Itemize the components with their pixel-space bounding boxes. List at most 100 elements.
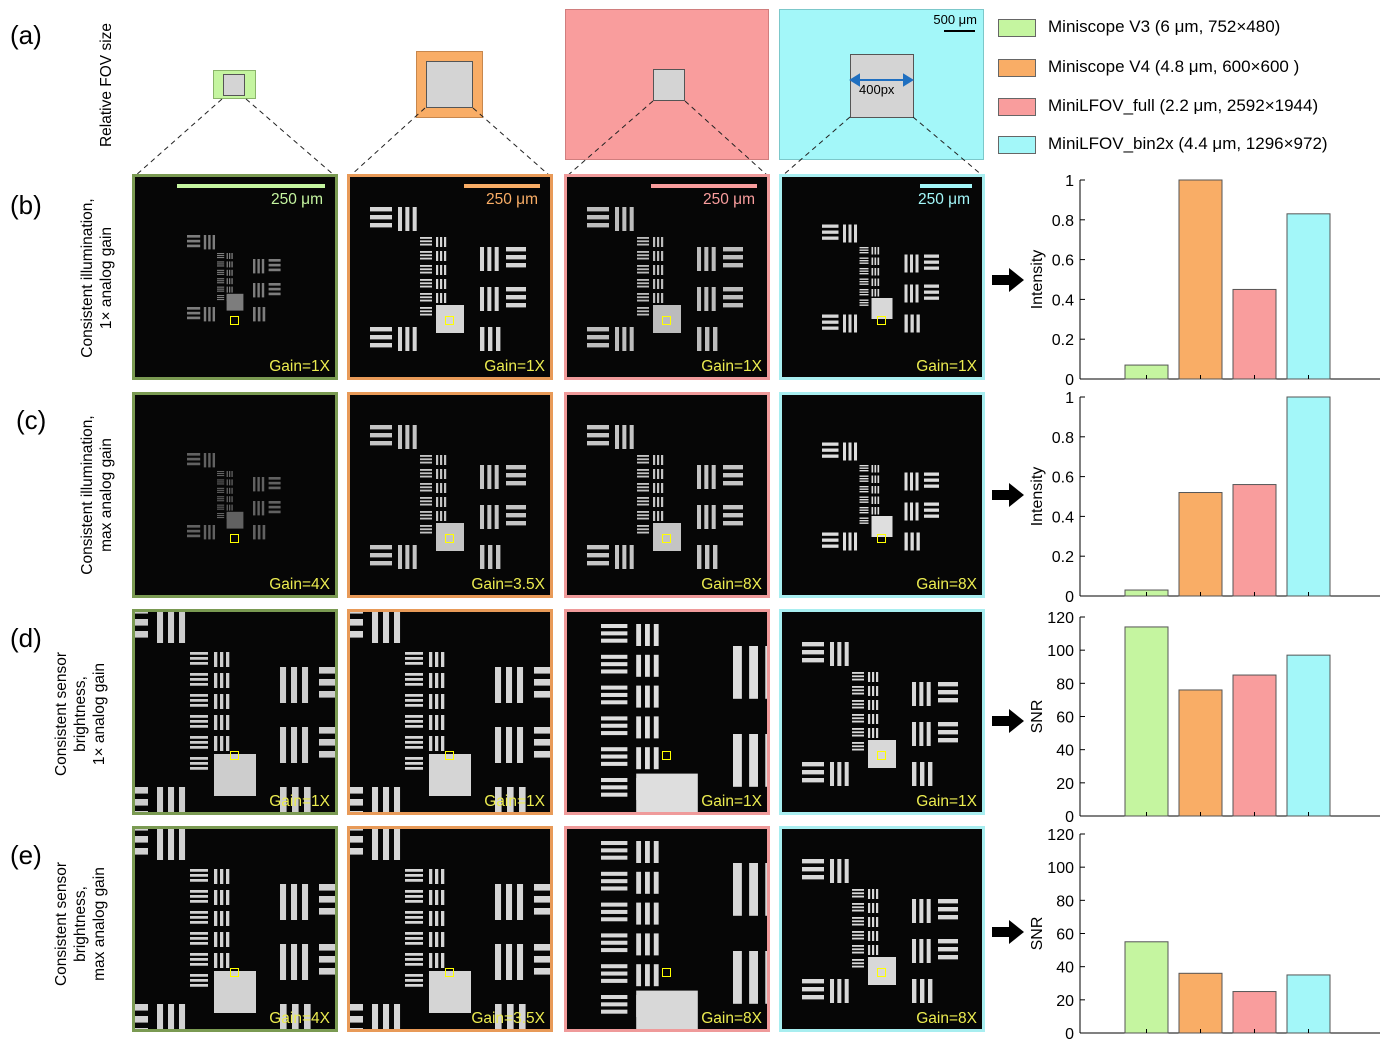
roi-marker — [877, 534, 886, 543]
legend-label-v4: Miniscope V4 (4.8 μm, 600×600 ) — [1048, 57, 1300, 76]
gain-label: Gain=1X — [269, 358, 330, 375]
image-panel-e-v3: Gain=4X — [132, 826, 338, 1032]
arrow-icon-b — [992, 268, 1024, 292]
image-panel-e-bin2x: Gain=8X — [779, 826, 985, 1032]
usaf-target-image — [802, 859, 958, 1003]
gain-label: Gain=8X — [701, 1010, 762, 1027]
row-desc-e-line-3: max analog gain — [91, 867, 108, 981]
image-panel-d-v3: Gain=1X — [132, 609, 338, 815]
y-tick-label: 120 — [1047, 827, 1074, 844]
gain-label: Gain=1X — [916, 358, 977, 375]
usaf-target-image — [587, 425, 743, 569]
row-desc-d-line-1: Consistent sensor — [53, 651, 70, 777]
gain-label: Gain=8X — [916, 576, 977, 593]
row-desc-b-line-2: 1× analog gain — [98, 226, 115, 330]
scale-bar-label: 250 μm — [270, 191, 323, 208]
roi-marker — [445, 316, 454, 325]
fov-minilfov-full — [565, 9, 769, 160]
y-tick-label: 40 — [1056, 743, 1074, 760]
y-axis-label: SNR — [1029, 700, 1046, 734]
usaf-target-image — [601, 624, 767, 812]
bar-v3 — [1124, 941, 1169, 1034]
usaf-target-image — [350, 829, 550, 1029]
y-tick-label: 120 — [1047, 610, 1074, 627]
image-panel-d-bin2x: Gain=1X — [779, 609, 985, 815]
proj-line-full-right — [684, 100, 769, 177]
gain-label: Gain=8X — [916, 1010, 977, 1027]
y-tick-label: 40 — [1056, 960, 1074, 977]
proj-line-bin2x-left — [781, 116, 851, 177]
image-panel-c-full: Gain=8X — [564, 392, 770, 598]
row-desc-e-line-2: brightness, — [72, 886, 89, 962]
roi-marker — [230, 751, 239, 760]
y-tick-label: 0.4 — [1052, 292, 1074, 309]
row-desc-b: Consistent illumination, 1× analog gain — [78, 178, 120, 378]
row-label-a: (a) — [10, 20, 42, 50]
y-axis-label: SNR — [1029, 917, 1046, 951]
gain-label: Gain=1X — [484, 358, 545, 375]
usaf-target-image — [187, 453, 281, 540]
y-tick-label: 80 — [1056, 676, 1074, 693]
scale-bar-label: 250 μm — [917, 191, 970, 208]
image-panel-c-v3: Gain=4X — [132, 392, 338, 598]
row-desc-e: Consistent sensor brightness, max analog… — [52, 839, 114, 1009]
fov-miniscope-v4 — [416, 51, 483, 118]
bar-bin2x — [1286, 213, 1331, 380]
gain-label: Gain=3.5X — [471, 1010, 545, 1027]
fov-v4-inner — [426, 61, 473, 108]
y-axis-label: Intensity — [1029, 250, 1046, 310]
usaf-target-image — [187, 235, 281, 322]
legend-label-bin2x: MiniLFOV_bin2x (4.4 μm, 1296×972) — [1048, 134, 1328, 153]
gain-label: Gain=8X — [701, 576, 762, 593]
usaf-target-image — [370, 207, 526, 351]
gain-label: Gain=1X — [269, 793, 330, 810]
row-label-c: (c) — [16, 405, 47, 435]
gain-label: Gain=1X — [701, 358, 762, 375]
bar-bin2x — [1286, 654, 1331, 817]
y-tick-label: 0 — [1065, 372, 1074, 388]
roi-marker — [445, 751, 454, 760]
roi-marker — [662, 534, 671, 543]
bar-bin2x — [1286, 396, 1331, 597]
usaf-target-image — [135, 612, 335, 812]
legend-swatch-full — [998, 98, 1036, 116]
legend-swatch-v3 — [998, 19, 1036, 37]
row-desc-c: Consistent illumination, max analog gain — [78, 389, 120, 601]
chart-snr-d: 0 20 40 60 80 100 120 SNR — [1029, 610, 1380, 825]
row-desc-e-line-1: Consistent sensor — [53, 861, 70, 987]
chart-intensity-b: 0 0.2 0.4 0.6 0.8 1 Intensity — [1029, 173, 1380, 388]
scale-bar-label: 250 μm — [702, 191, 755, 208]
row-desc-d-line-3: 1× analog gain — [91, 662, 108, 766]
y-tick-label: 0.6 — [1052, 253, 1074, 270]
row-label-d: (d) — [10, 623, 42, 653]
roi-marker — [230, 316, 239, 325]
usaf-target-image — [601, 841, 767, 1029]
image-panel-b-full: 250 μm Gain=1X — [564, 174, 770, 380]
arrow-icon-e — [992, 920, 1024, 944]
legend-swatch-bin2x — [998, 136, 1036, 154]
proj-line-bin2x-right — [912, 116, 984, 177]
y-tick-label: 100 — [1047, 860, 1074, 877]
y-axis-label: Intensity — [1029, 467, 1046, 527]
gain-label: Gain=1X — [484, 793, 545, 810]
y-tick-label: 0 — [1065, 1026, 1074, 1042]
legend-swatch-v4 — [998, 59, 1036, 77]
y-tick-label: 0.6 — [1052, 470, 1074, 487]
arrow-icon-c — [992, 483, 1024, 507]
roi-marker — [662, 968, 671, 977]
y-tick-label: 1 — [1065, 173, 1074, 190]
proj-line-v3-left — [134, 98, 223, 177]
row-desc-c-line-1: Consistent illumination, — [79, 415, 96, 575]
fov-scale-label: 500 μm — [933, 12, 977, 27]
roi-marker — [662, 316, 671, 325]
bar-full — [1232, 991, 1277, 1034]
scale-bar — [920, 184, 972, 188]
y-tick-label: 0.8 — [1052, 430, 1074, 447]
usaf-target-image — [822, 442, 939, 551]
bar-full — [1232, 484, 1277, 597]
image-panel-d-full: Gain=1X — [564, 609, 770, 815]
bar-full — [1232, 288, 1277, 380]
usaf-target-image — [135, 829, 335, 1029]
fov-scale-bar — [944, 30, 975, 32]
roi-marker — [230, 534, 239, 543]
